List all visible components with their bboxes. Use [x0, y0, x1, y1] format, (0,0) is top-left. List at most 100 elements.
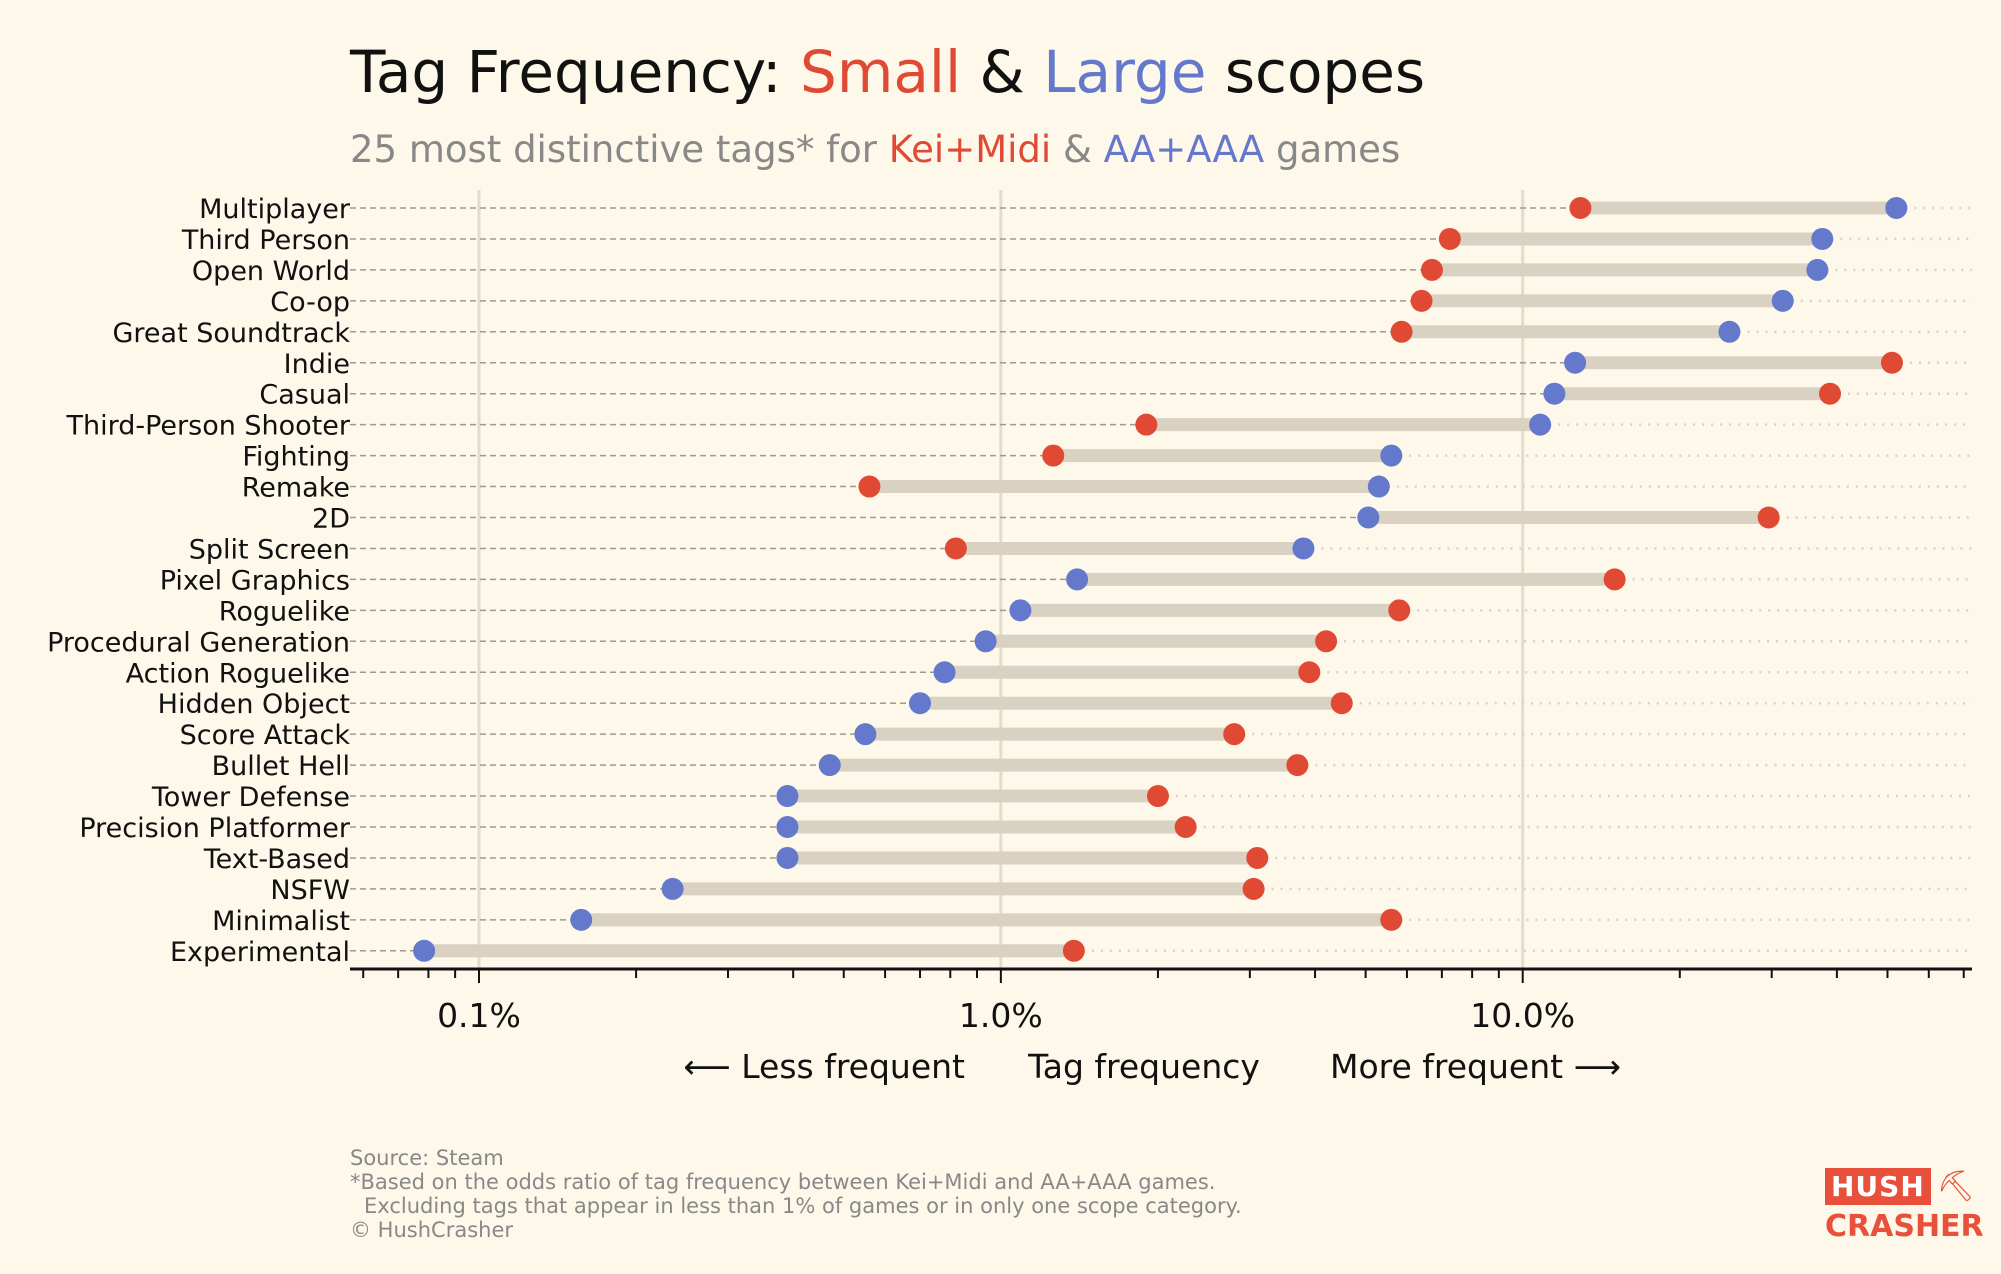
point-small: [1438, 227, 1461, 250]
x-label-right: More frequent ⟶: [1330, 1047, 1621, 1086]
point-large: [1543, 382, 1566, 405]
point-large: [1357, 506, 1380, 529]
tag-label: Score Attack: [180, 720, 351, 751]
hushcrasher-logo: HUSH ⛏ CRASHER: [1825, 1168, 1984, 1244]
point-large: [909, 692, 932, 715]
point-large: [854, 723, 877, 746]
point-small: [858, 475, 881, 498]
point-small: [1042, 444, 1065, 467]
point-small: [1420, 258, 1443, 281]
point-small: [1062, 939, 1085, 962]
point-large: [1718, 320, 1741, 343]
tag-label: Pixel Graphics: [160, 565, 350, 596]
title-large: Large: [1043, 38, 1207, 106]
subtitle-small: Kei+Midi: [888, 128, 1052, 171]
point-small: [1880, 351, 1903, 374]
subtitle-suffix: games: [1264, 128, 1401, 171]
tag-label: Experimental: [170, 937, 350, 968]
footer: Source: Steam *Based on the odds ratio o…: [350, 1146, 1242, 1242]
point-small: [1286, 754, 1309, 777]
tag-label: Great Soundtrack: [113, 318, 351, 349]
tag-label: NSFW: [270, 875, 350, 906]
x-label-left: ⟵ Less frequent: [683, 1047, 965, 1086]
point-large: [1066, 568, 1089, 591]
point-small: [1315, 630, 1338, 653]
logo-line2: CRASHER: [1825, 1209, 1984, 1244]
tag-label: Precision Platformer: [79, 813, 351, 844]
tag-label: Roguelike: [219, 596, 350, 627]
x-tick-label: 0.1%: [437, 996, 521, 1035]
chart-title: Tag Frequency: Small & Large scopes: [350, 38, 1425, 106]
point-small: [1818, 382, 1841, 405]
tag-label: Split Screen: [189, 534, 350, 565]
point-large: [1771, 289, 1794, 312]
subtitle-amp: &: [1051, 128, 1104, 171]
point-small: [1390, 320, 1413, 343]
x-axis-label: Tag frequency: [1027, 1047, 1260, 1086]
point-large: [974, 630, 997, 653]
tag-label: Third Person: [181, 225, 350, 256]
point-small: [1298, 661, 1321, 684]
tag-label: Text-Based: [203, 844, 350, 875]
point-large: [661, 877, 684, 900]
point-large: [413, 939, 436, 962]
point-large: [1811, 227, 1834, 250]
point-large: [1380, 444, 1403, 467]
point-large: [1529, 413, 1552, 436]
title-suffix: scopes: [1206, 38, 1426, 106]
point-large: [776, 846, 799, 869]
subtitle-prefix: 25 most distinctive tags* for: [350, 128, 889, 171]
point-large: [1885, 197, 1908, 219]
point-small: [1223, 723, 1246, 746]
tag-label: Remake: [242, 473, 350, 504]
point-small: [1388, 599, 1411, 622]
footer-note2: Excluding tags that appear in less than …: [364, 1194, 1242, 1218]
tag-label: Fighting: [242, 442, 350, 473]
title-small: Small: [800, 38, 962, 106]
footer-note1: *Based on the odds ratio of tag frequenc…: [350, 1170, 1216, 1194]
tag-label: Casual: [259, 380, 350, 411]
point-large: [818, 754, 841, 777]
point-small: [1603, 568, 1626, 591]
tag-label: Open World: [192, 256, 350, 287]
point-small: [1246, 846, 1269, 869]
point-small: [1757, 506, 1780, 529]
footer-copyright: © HushCrasher: [350, 1218, 513, 1242]
tag-label: Indie: [284, 349, 350, 380]
tag-label: Multiplayer: [199, 194, 351, 225]
tag-label: Hidden Object: [158, 689, 350, 720]
point-small: [1146, 785, 1169, 808]
title-amp: &: [961, 38, 1044, 106]
logo-line1: HUSH: [1825, 1168, 1931, 1205]
point-small: [1569, 197, 1592, 219]
point-large: [570, 908, 593, 931]
point-large: [933, 661, 956, 684]
title-prefix: Tag Frequency:: [350, 38, 801, 106]
point-small: [1410, 289, 1433, 312]
point-large: [776, 816, 799, 838]
point-large: [1367, 475, 1390, 498]
pickaxe-icon: ⛏: [1936, 1169, 1975, 1204]
point-small: [1242, 877, 1265, 900]
tag-label: Co-op: [270, 287, 350, 318]
tag-label: Minimalist: [212, 906, 350, 937]
point-large: [1564, 351, 1587, 374]
point-large: [1292, 537, 1315, 560]
x-tick-label: 10.0%: [1470, 996, 1575, 1035]
chart-subtitle: 25 most distinctive tags* for Kei+Midi &…: [350, 128, 1400, 171]
footer-source: Source: Steam: [350, 1146, 504, 1170]
point-small: [1330, 692, 1353, 715]
point-small: [1174, 816, 1197, 838]
point-large: [1009, 599, 1032, 622]
point-small: [1135, 413, 1158, 436]
point-small: [1380, 908, 1403, 931]
point-small: [944, 537, 967, 560]
tag-label: Tower Defense: [151, 782, 350, 813]
x-tick-label: 1.0%: [959, 996, 1043, 1035]
tag-label: Action Roguelike: [126, 658, 350, 689]
subtitle-large: AA+AAA: [1103, 128, 1265, 171]
point-large: [776, 785, 799, 808]
tag-label: Bullet Hell: [212, 751, 350, 782]
tag-label: Procedural Generation: [47, 627, 350, 658]
